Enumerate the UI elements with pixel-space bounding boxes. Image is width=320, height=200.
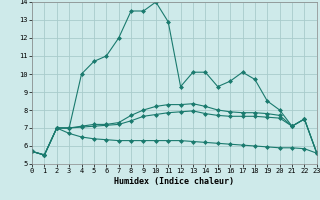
X-axis label: Humidex (Indice chaleur): Humidex (Indice chaleur) [115, 177, 234, 186]
